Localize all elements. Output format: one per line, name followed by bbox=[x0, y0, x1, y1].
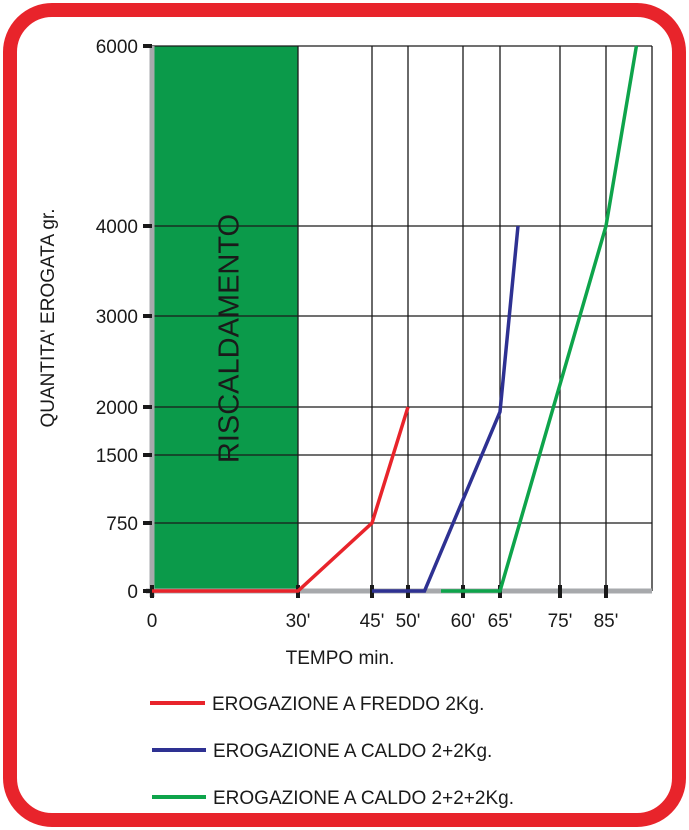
y-tick-label: 750 bbox=[106, 514, 138, 535]
heating-region bbox=[152, 46, 298, 591]
x-tick-label: 65' bbox=[488, 611, 513, 632]
series-line-1 bbox=[152, 406, 410, 593]
tick-labels: 0 750 1500 2000 3000 4000 6000 0 30' 45' 50' 60' 65'… bbox=[96, 37, 619, 632]
y-tick-label: 1500 bbox=[96, 446, 138, 467]
y-tick-label: 2000 bbox=[96, 398, 138, 419]
series-lines bbox=[152, 45, 639, 593]
y-axis-label: QUANTITA' EROGATA gr. bbox=[38, 209, 59, 428]
legend-label-2: EROGAZIONE A CALDO 2+2Kg. bbox=[213, 741, 492, 762]
x-axis-label: TEMPO min. bbox=[286, 648, 395, 669]
series-line-2 bbox=[372, 225, 520, 593]
legend-label-1: EROGAZIONE A FREDDO 2Kg. bbox=[212, 694, 484, 715]
legend-label-3: EROGAZIONE A CALDO 2+2+2Kg. bbox=[213, 788, 514, 809]
x-tick-label: 50' bbox=[396, 611, 421, 632]
x-tick-label: 85' bbox=[594, 611, 619, 632]
y-tick-label: 0 bbox=[127, 582, 138, 603]
series-line-3 bbox=[441, 45, 639, 593]
x-tick-label: 0 bbox=[147, 611, 158, 632]
x-tick-label: 75' bbox=[548, 611, 573, 632]
y-tick-label: 3000 bbox=[96, 307, 138, 328]
heating-region-label: RISCALDAMENTO bbox=[214, 214, 246, 463]
legend: EROGAZIONE A FREDDO 2Kg. EROGAZIONE A CAL… bbox=[150, 694, 514, 809]
x-tick-label: 60' bbox=[451, 611, 476, 632]
y-tick-label: 4000 bbox=[96, 217, 138, 238]
x-tick-label: 45' bbox=[360, 611, 385, 632]
grid-lines bbox=[152, 45, 653, 591]
x-tick-label: 30' bbox=[286, 611, 311, 632]
y-tick-label: 6000 bbox=[96, 37, 138, 58]
